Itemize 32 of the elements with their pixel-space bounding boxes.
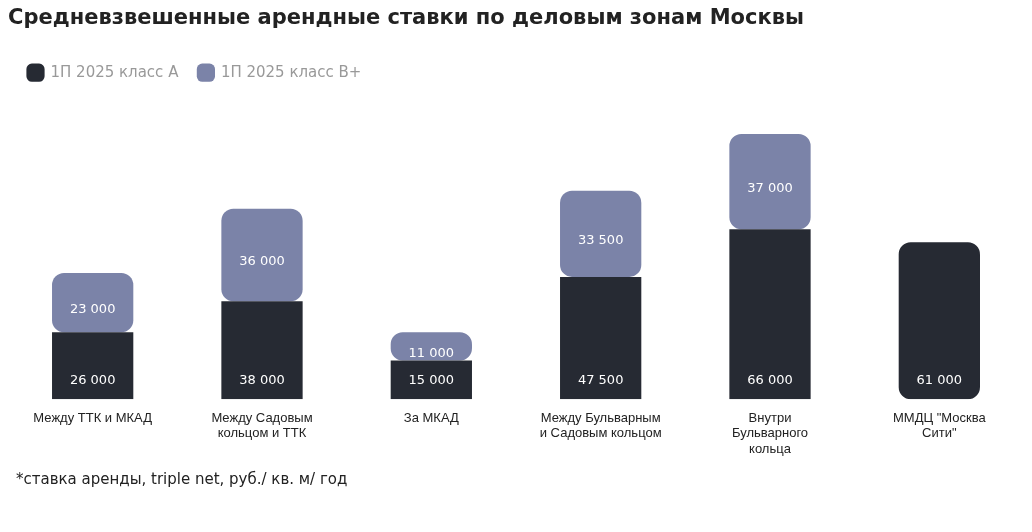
legend-label: 1П 2025 класс В+ [220, 62, 362, 81]
data-label: 66 000 [747, 371, 793, 387]
x-tick-label: За МКАД [403, 409, 460, 425]
data-label: 26 000 [69, 371, 116, 387]
data-label: 36 000 [239, 253, 285, 269]
x-tick-label: Между Бульварным и Садовым кольцом [539, 409, 662, 441]
bar [729, 229, 811, 400]
data-label: 33 500 [577, 232, 624, 248]
x-tick-label: ММДЦ "Москва Сити" [892, 409, 987, 441]
bar [221, 301, 303, 400]
x-tick-label: Внутри Бульварного кольца [731, 409, 809, 456]
data-label: 47 500 [577, 371, 624, 387]
data-label: 23 000 [69, 301, 116, 317]
bar [52, 273, 134, 333]
legend-label: 1П 2025 класс А [50, 62, 180, 81]
x-tick-label: Между Садовым кольцом и ТТК [211, 409, 313, 441]
text: *ставка аренды, triple net, руб./ кв. м/ год [16, 470, 348, 488]
data-label: 11 000 [408, 344, 455, 360]
chart-title: Средневзвешенные арендные ставки по деловым зонам Москвы [8, 5, 804, 30]
bar [898, 242, 980, 400]
data-label: 15 000 [408, 371, 455, 387]
bar [390, 360, 472, 400]
bar [221, 208, 303, 302]
data-label: 37 000 [747, 179, 793, 195]
data-label: 38 000 [239, 371, 285, 387]
data-label: 61 000 [916, 371, 963, 387]
bar [729, 133, 811, 230]
bar [390, 332, 472, 361]
bar [560, 190, 642, 277]
bar [560, 276, 642, 400]
bar [52, 332, 134, 400]
x-tick-label: Между ТТК и МКАД [33, 409, 153, 425]
